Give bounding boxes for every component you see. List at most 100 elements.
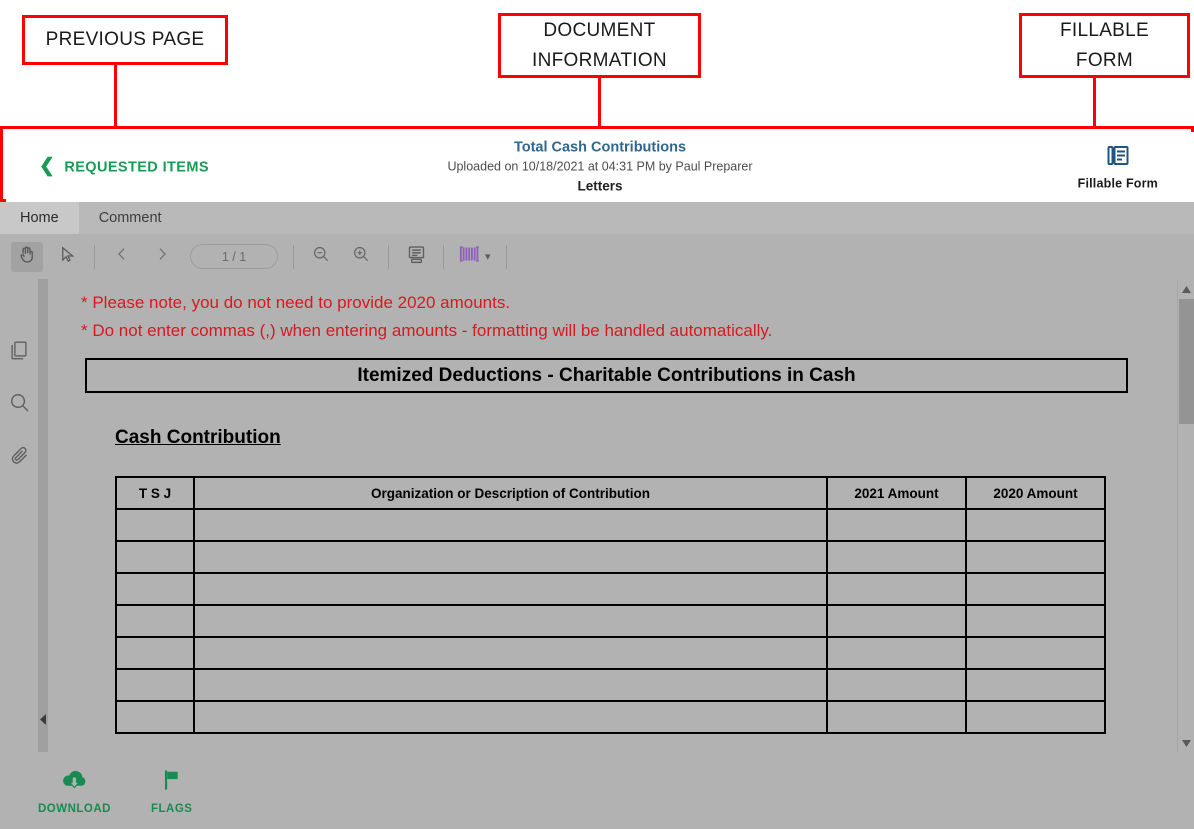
cell-2020-amount[interactable] <box>965 700 1106 734</box>
flags-button[interactable]: FLAGS <box>151 769 192 815</box>
cell-organization[interactable] <box>193 668 828 702</box>
annotation-previous-page-leader <box>114 65 117 128</box>
flags-label: FLAGS <box>151 803 193 815</box>
chevron-left-icon <box>114 246 130 267</box>
cell-tsj[interactable] <box>115 636 195 670</box>
column-header-2021-amount: 2021 Amount <box>826 476 967 510</box>
chevron-right-icon <box>154 246 170 267</box>
fit-page-icon <box>406 244 427 270</box>
table-row <box>115 604 1106 638</box>
pages-panel-icon[interactable] <box>8 339 30 366</box>
cell-2020-amount[interactable] <box>965 636 1106 670</box>
fillable-form-button[interactable]: Fillable Form <box>1078 144 1158 191</box>
document-information-bar: ❮ REQUESTED ITEMS Total Cash Contributio… <box>6 132 1194 202</box>
form-document-icon <box>1106 144 1130 173</box>
cell-tsj[interactable] <box>115 572 195 606</box>
annotation-fillable-form-leader <box>1093 78 1096 128</box>
cell-tsj[interactable] <box>115 540 195 574</box>
table-row <box>115 700 1106 734</box>
viewer-bottom-bar: DOWNLOAD FLAGS <box>0 755 1194 829</box>
cell-2021-amount[interactable] <box>826 700 967 734</box>
back-to-requested-items-link[interactable]: ❮ REQUESTED ITEMS <box>39 157 209 177</box>
toolbar-divider <box>94 244 95 269</box>
cell-2021-amount[interactable] <box>826 668 967 702</box>
chevron-down-icon: ▾ <box>485 251 491 263</box>
cell-tsj[interactable] <box>115 604 195 638</box>
next-page-button[interactable] <box>146 242 178 272</box>
cell-organization[interactable] <box>193 636 828 670</box>
cell-organization[interactable] <box>193 540 828 574</box>
annotation-document-information: DOCUMENT INFORMATION <box>498 13 701 78</box>
cell-tsj[interactable] <box>115 668 195 702</box>
cell-organization[interactable] <box>193 604 828 638</box>
flag-icon <box>161 769 183 796</box>
annotation-previous-page: PREVIOUS PAGE <box>22 15 228 65</box>
document-category: Letters <box>577 178 623 194</box>
cursor-arrow-icon <box>58 245 77 269</box>
cell-2021-amount[interactable] <box>826 540 967 574</box>
collapse-panel-button[interactable] <box>39 712 48 726</box>
select-cursor-tool-button[interactable] <box>51 242 83 272</box>
tab-home[interactable]: Home <box>0 202 79 234</box>
cell-2020-amount[interactable] <box>965 508 1106 542</box>
table-header-row: T S J Organization or Description of Con… <box>115 476 1106 510</box>
cell-tsj[interactable] <box>115 700 195 734</box>
zoom-in-button[interactable] <box>345 242 377 272</box>
tab-comment-label: Comment <box>98 210 162 226</box>
scroll-down-button[interactable] <box>1178 735 1194 752</box>
annotation-previous-page-label: PREVIOUS PAGE <box>45 29 205 50</box>
annotation-fillable-form-label: FILLABLE FORM <box>1059 19 1149 71</box>
document-banner-title: Itemized Deductions - Charitable Contrib… <box>85 358 1128 393</box>
previous-page-button[interactable] <box>106 242 138 272</box>
download-button[interactable]: DOWNLOAD <box>38 769 111 815</box>
toolbar-divider <box>505 244 507 269</box>
fit-page-button[interactable] <box>400 242 432 272</box>
barcode-highlight-icon <box>459 244 483 269</box>
annotation-document-information-label: DOCUMENT INFORMATION <box>532 19 667 71</box>
document-note: * Please note, you do not need to provid… <box>81 293 511 312</box>
cell-2021-amount[interactable] <box>826 508 967 542</box>
document-notes: * Please note, you do not need to provid… <box>48 281 1161 345</box>
cell-2021-amount[interactable] <box>826 604 967 638</box>
document-title: Total Cash Contributions <box>513 139 687 156</box>
pan-hand-tool-button[interactable] <box>11 241 43 272</box>
cell-2021-amount[interactable] <box>826 636 967 670</box>
zoom-out-button[interactable] <box>305 242 337 272</box>
zoom-in-icon <box>351 244 371 269</box>
cell-2020-amount[interactable] <box>965 668 1106 702</box>
viewer-side-rail <box>0 279 38 829</box>
toolbar-divider <box>443 244 444 269</box>
page-number-input[interactable]: 1 / 1 <box>190 244 278 269</box>
column-header-organization: Organization or Description of Contribut… <box>193 476 828 510</box>
document-information-bar-highlight: ❮ REQUESTED ITEMS Total Cash Contributio… <box>0 126 1194 202</box>
table-row <box>115 508 1106 542</box>
cell-organization[interactable] <box>193 700 828 734</box>
cell-2020-amount[interactable] <box>965 604 1106 638</box>
attachments-panel-icon[interactable] <box>8 444 31 472</box>
table-row <box>115 668 1106 702</box>
highlight-tool-button[interactable]: ▾ <box>455 242 495 272</box>
tab-comment[interactable]: Comment <box>79 202 182 234</box>
cell-tsj[interactable] <box>115 508 195 542</box>
annotation-document-information-leader <box>598 78 601 128</box>
document-page: * Please note, you do not need to provid… <box>48 281 1161 752</box>
cell-organization[interactable] <box>193 508 828 542</box>
table-row <box>115 636 1106 670</box>
cell-2020-amount[interactable] <box>965 540 1106 574</box>
cell-organization[interactable] <box>193 572 828 606</box>
triangle-down-icon <box>1182 740 1191 747</box>
document-note: * Do not enter commas (,) when entering … <box>81 321 773 340</box>
viewer-scrollbar[interactable] <box>1177 281 1194 752</box>
cell-2021-amount[interactable] <box>826 572 967 606</box>
cell-2020-amount[interactable] <box>965 572 1106 606</box>
viewer-tabbar: Home Comment <box>0 202 1194 234</box>
column-header-tsj: T S J <box>115 476 195 510</box>
fillable-form-label: Fillable Form <box>1077 176 1158 191</box>
page-number-value: 1 / 1 <box>221 249 247 264</box>
deductions-table-wrapper: T S J Organization or Description of Con… <box>115 476 1161 734</box>
scrollbar-thumb[interactable] <box>1179 299 1194 424</box>
scroll-up-button[interactable] <box>1178 281 1194 298</box>
search-panel-icon[interactable] <box>8 391 31 419</box>
collapse-left-icon <box>40 713 46 725</box>
